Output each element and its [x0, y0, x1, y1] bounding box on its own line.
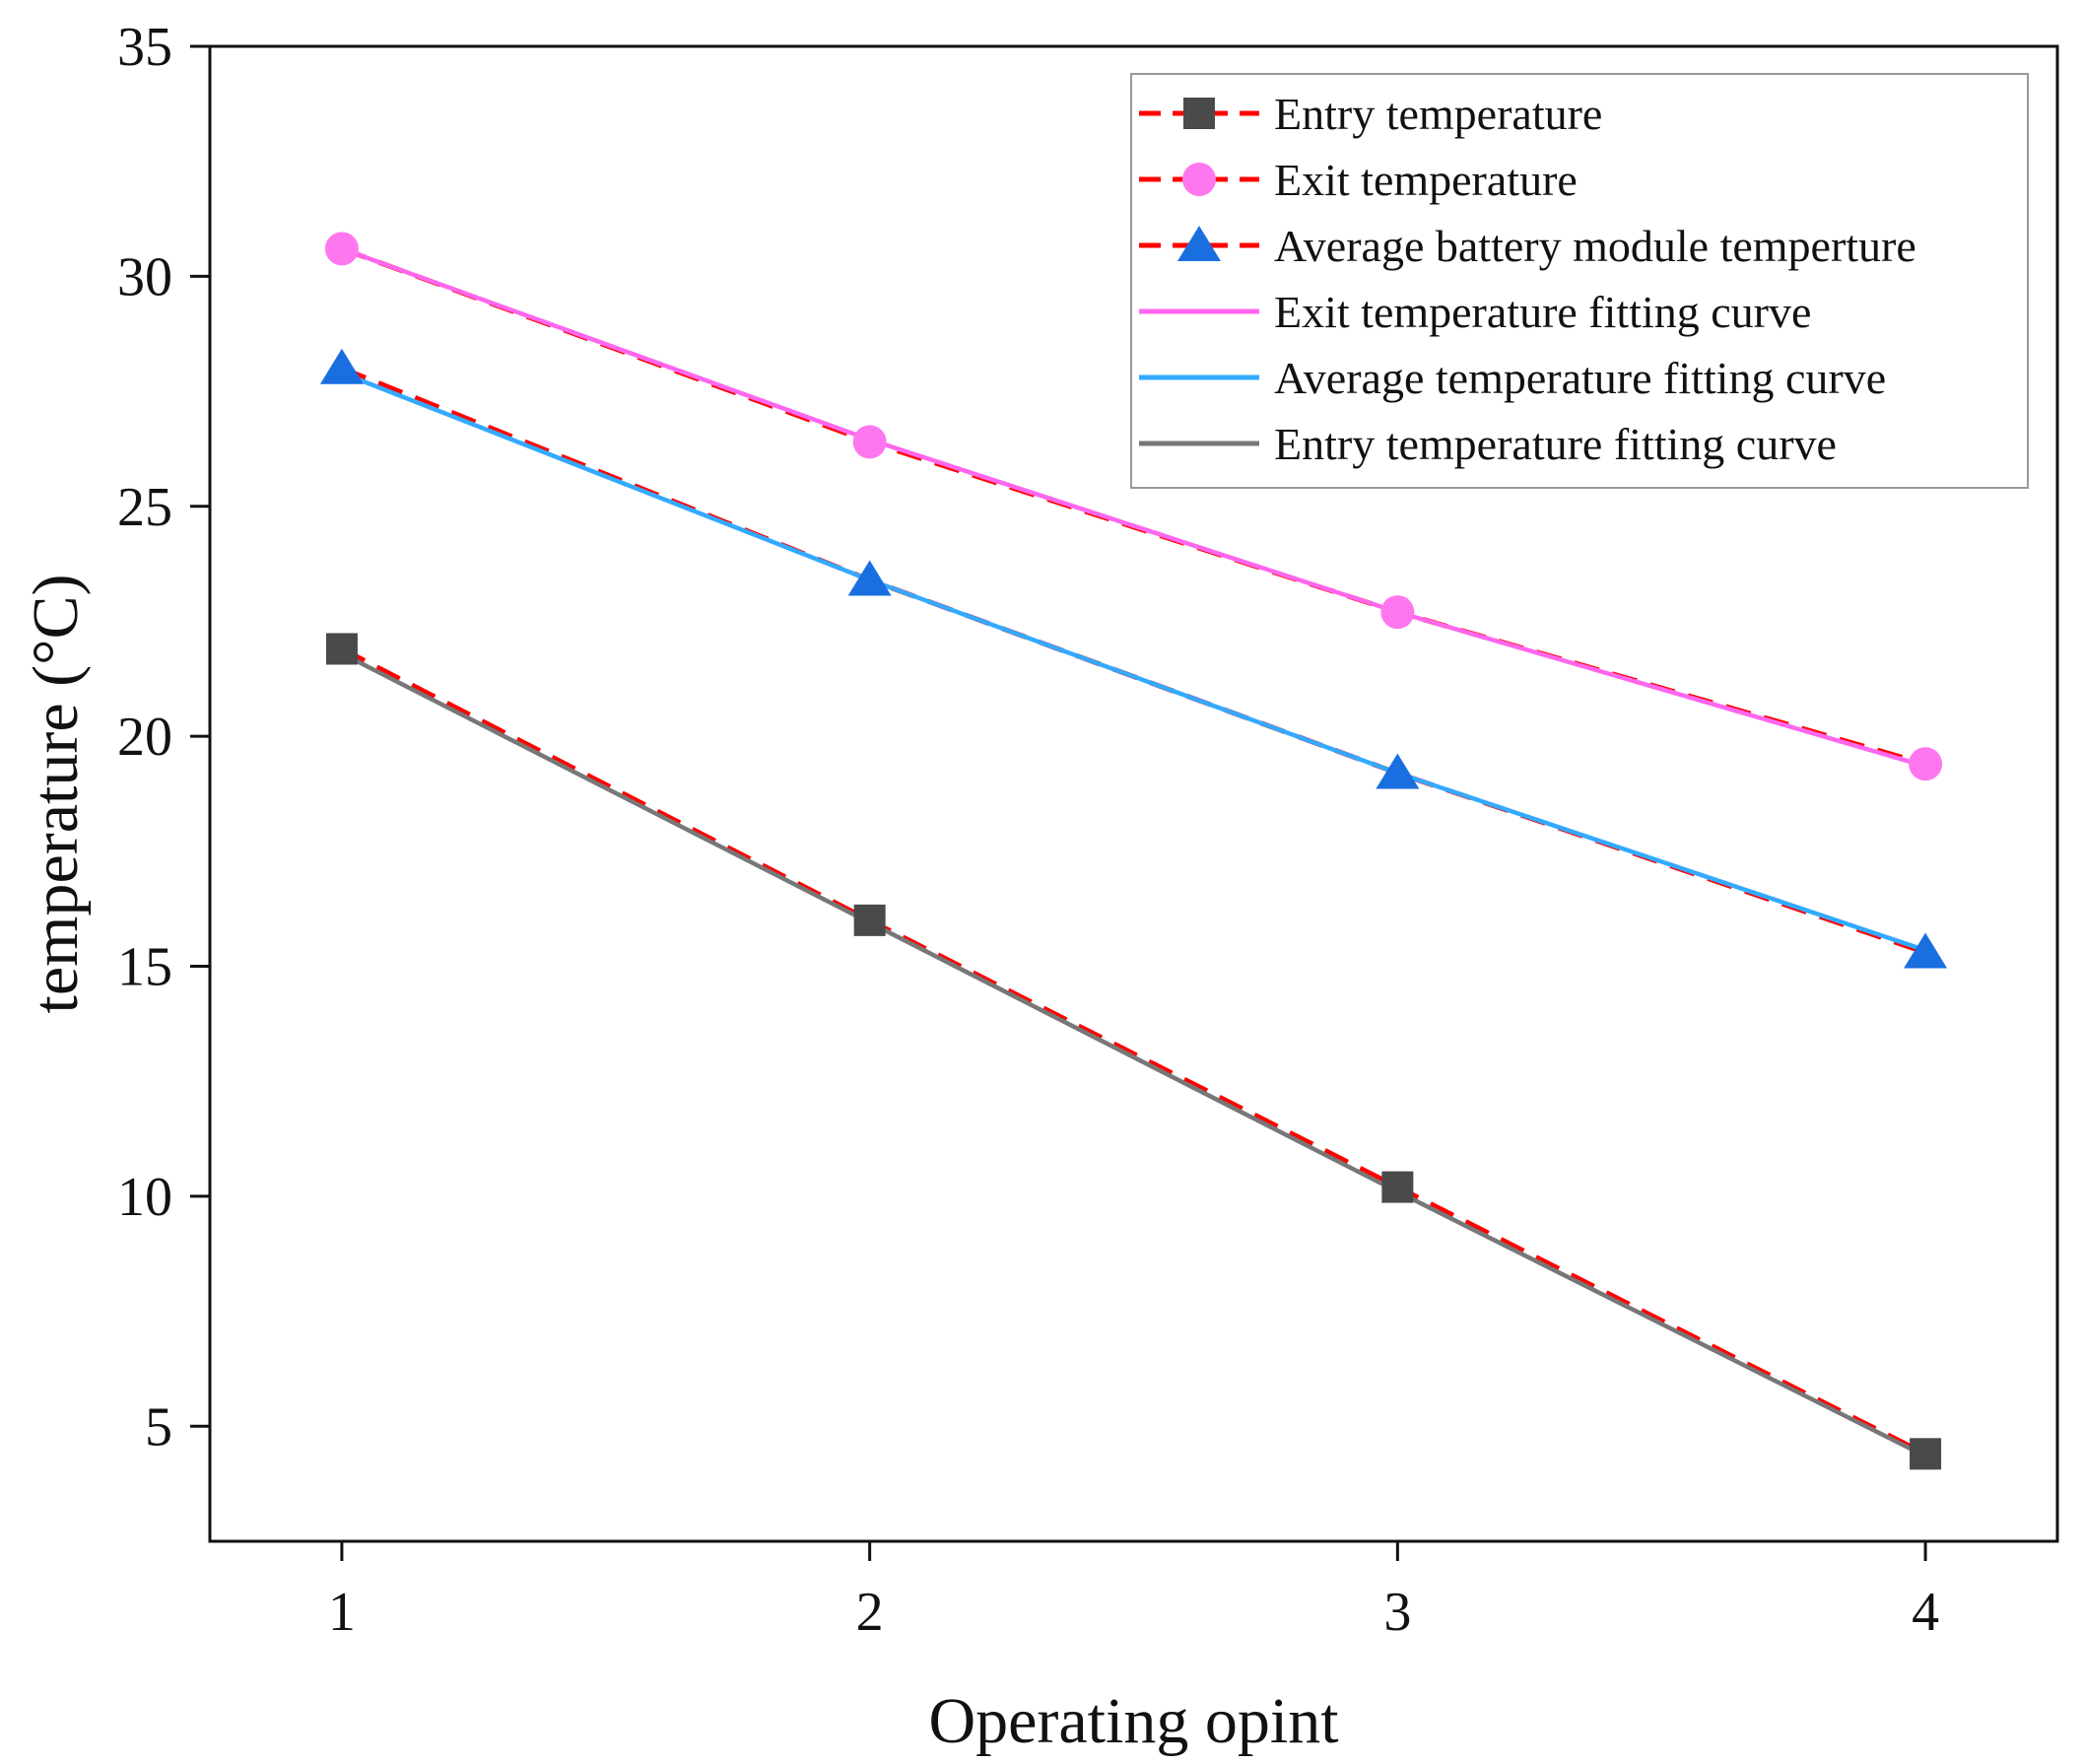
- data-point-average-battery-module-temperture: [319, 348, 364, 384]
- y-tick-label: 5: [145, 1396, 172, 1458]
- y-axis-title: temperature (°C): [20, 574, 92, 1013]
- legend: Entry temperature Exit temperature Average…: [1130, 73, 2029, 489]
- data-point-average-battery-module-temperture: [1376, 753, 1420, 789]
- x-tick-label: 4: [1912, 1582, 1939, 1643]
- x-axis-ticks: 1 2 3 4: [328, 1541, 1939, 1643]
- legend-swatch-marker: [1177, 226, 1221, 261]
- legend-box: [1130, 73, 2029, 489]
- legend-swatch-marker: [1182, 163, 1216, 196]
- data-point-entry-temperature: [853, 904, 886, 936]
- data-point-average-battery-module-temperture: [1904, 932, 1948, 969]
- y-tick-label: 20: [117, 707, 172, 768]
- legend-label: Average temperature fitting curve: [1274, 353, 1886, 403]
- legend-label: Entry temperature: [1274, 89, 1602, 139]
- data-point-exit-temperature: [852, 425, 887, 459]
- data-point-exit-temperature: [324, 232, 359, 266]
- x-tick-label: 3: [1383, 1582, 1411, 1643]
- y-tick-label: 35: [117, 17, 172, 78]
- series-line-entry-temperature-fitting-curve: [340, 651, 1927, 1459]
- series-line-exit-temperature-fitting-curve: [341, 246, 1926, 769]
- y-tick-label: 25: [117, 477, 172, 538]
- legend-label: Exit temperature fitting curve: [1274, 287, 1811, 337]
- series-line-entry-temperature: [340, 646, 1927, 1457]
- data-point-average-battery-module-temperture: [847, 560, 892, 596]
- plot-area: [319, 232, 1948, 1470]
- data-point-entry-temperature: [1910, 1438, 1942, 1470]
- y-tick-label: 30: [117, 246, 172, 307]
- legend-label: Entry temperature fitting curve: [1274, 419, 1837, 469]
- x-axis-title: Operating opint: [928, 1685, 1338, 1757]
- y-axis-ticks: 5 10 15 20 25 30 35: [117, 17, 210, 1458]
- x-tick-label: 1: [328, 1582, 356, 1643]
- legend-swatch-marker: [1183, 98, 1215, 129]
- data-point-exit-temperature: [1380, 595, 1415, 630]
- y-tick-label: 15: [117, 937, 172, 998]
- x-tick-label: 2: [856, 1582, 884, 1643]
- axes: 1 2 3 4 5 10 15 20 25 30 35 Operating opint tempe…: [20, 17, 2059, 1757]
- data-point-entry-temperature: [325, 633, 358, 665]
- data-point-entry-temperature: [1381, 1171, 1414, 1203]
- series-line-average-temperature-fitting-curve: [341, 371, 1926, 953]
- y-tick-label: 10: [117, 1167, 172, 1228]
- data-point-exit-temperature: [1909, 747, 1943, 781]
- plot-frame: [208, 44, 2059, 1543]
- legend-label: Average battery module temperture: [1274, 221, 1916, 271]
- legend-label: Exit temperature: [1274, 155, 1578, 205]
